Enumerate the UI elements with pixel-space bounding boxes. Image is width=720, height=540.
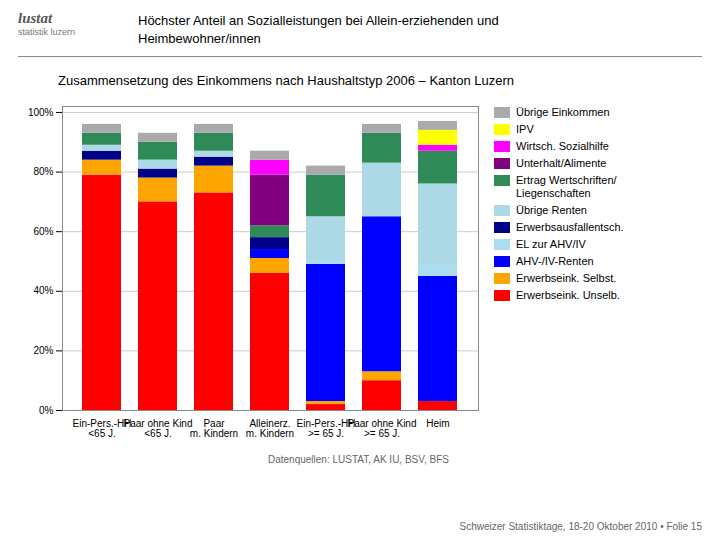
- svg-text:0%: 0%: [39, 405, 54, 416]
- html-text:Erwerbsausfallentsch.: Erwerbsausfallentsch.: [516, 221, 624, 233]
- html-text:statistik luzern: statistik luzern: [18, 27, 75, 37]
- html-text:Übrige Renten: Übrige Renten: [516, 204, 587, 216]
- html-text:Höchster Anteil an Sozialleist: Höchster Anteil an Sozialleistungen bei …: [138, 13, 499, 28]
- html-text:IPV: IPV: [516, 123, 534, 135]
- html-text:AHV-/IV-Renten: AHV-/IV-Renten: [516, 255, 594, 267]
- html-text:Wirtsch. Sozialhilfe: Wirtsch. Sozialhilfe: [516, 140, 609, 152]
- html-text:lustat: lustat: [18, 10, 53, 26]
- html-text:Ertrag Wertschriften/ Liegensc: Ertrag Wertschriften/ Liegenschaften: [516, 174, 617, 199]
- html-text:Unterhalt/Alimente: Unterhalt/Alimente: [516, 157, 607, 169]
- html-text:Ein-Pers.-HH: Ein-Pers.-HH: [296, 417, 356, 429]
- svg-text:Paarm. Kindern: Paarm. Kindern: [190, 418, 238, 439]
- svg-text:Paar ohne Kind<65 J.: Paar ohne Kind<65 J.: [124, 418, 193, 439]
- html-text:Datenquellen: LUSTAT, AK IU, B: Datenquellen: LUSTAT, AK IU, BSV, BFS: [268, 454, 449, 465]
- svg-text:40%: 40%: [33, 285, 53, 296]
- svg-text:Alleinerz.m. Kindern: Alleinerz.m. Kindern: [246, 418, 294, 439]
- html-text:Übrige Einkommen: Übrige Einkommen: [516, 106, 610, 118]
- svg-text:80%: 80%: [33, 166, 53, 177]
- html-text:Erwerbseink. Unselb.: Erwerbseink. Unselb.: [516, 289, 620, 301]
- html-text:Erwerbseink. Selbst.: Erwerbseink. Selbst.: [516, 272, 617, 284]
- html-text:EL zur AHV/IV: EL zur AHV/IV: [516, 238, 586, 250]
- html-text:Heimbewohner/innen: Heimbewohner/innen: [138, 31, 261, 46]
- html-text:>= 65 J.: >= 65 J.: [307, 427, 345, 439]
- html-text:Zusammensetzung des Einkommens: Zusammensetzung des Einkommens nach Haus…: [58, 73, 514, 88]
- svg-text:100%: 100%: [28, 107, 54, 118]
- html-text:<65 J.: <65 J.: [88, 427, 116, 439]
- svg-text:20%: 20%: [33, 345, 53, 356]
- svg-text:Paar ohne Kind>= 65 J.: Paar ohne Kind>= 65 J.: [348, 418, 417, 439]
- html-text:Ein-Pers.-HH: Ein-Pers.-HH: [72, 417, 132, 429]
- html-text:Schweizer Statistiktage, 18-20: Schweizer Statistiktage, 18-20 Oktober 2…: [459, 521, 702, 532]
- svg-text:Heim: Heim: [426, 418, 449, 429]
- svg-text:60%: 60%: [33, 226, 53, 237]
